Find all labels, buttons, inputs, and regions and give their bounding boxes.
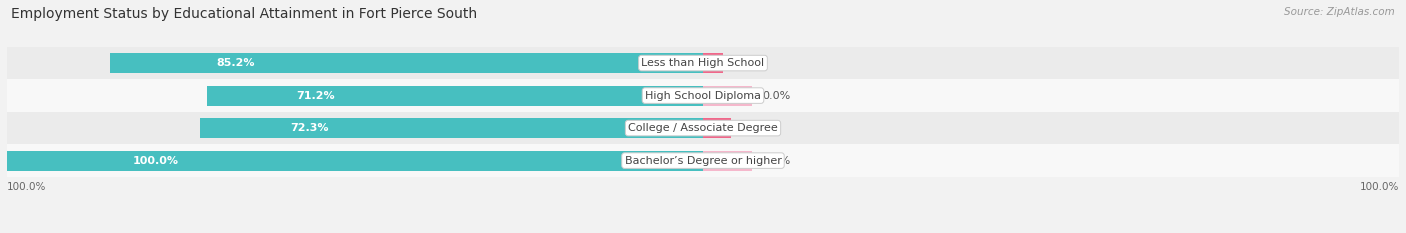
Bar [7, 112, 1399, 144]
Text: 100.0%: 100.0% [132, 156, 179, 166]
Text: 100.0%: 100.0% [7, 182, 46, 192]
Bar [7, 47, 1399, 79]
Bar [7, 79, 1399, 112]
Text: 85.2%: 85.2% [217, 58, 256, 68]
Text: 4.0%: 4.0% [741, 123, 769, 133]
Text: 0.0%: 0.0% [762, 91, 790, 101]
Bar [703, 53, 723, 73]
Text: 72.3%: 72.3% [291, 123, 329, 133]
Bar [110, 53, 703, 73]
Text: 71.2%: 71.2% [297, 91, 335, 101]
Text: 2.9%: 2.9% [734, 58, 762, 68]
Bar [703, 151, 752, 171]
Bar [703, 118, 731, 138]
Text: Less than High School: Less than High School [641, 58, 765, 68]
Bar [208, 86, 703, 106]
Text: High School Diploma: High School Diploma [645, 91, 761, 101]
Bar [703, 86, 752, 106]
Text: 100.0%: 100.0% [1360, 182, 1399, 192]
Text: College / Associate Degree: College / Associate Degree [628, 123, 778, 133]
Text: 0.0%: 0.0% [762, 156, 790, 166]
Text: Bachelor’s Degree or higher: Bachelor’s Degree or higher [624, 156, 782, 166]
Text: Employment Status by Educational Attainment in Fort Pierce South: Employment Status by Educational Attainm… [11, 7, 478, 21]
Bar [7, 151, 703, 171]
Bar [200, 118, 703, 138]
Bar [7, 144, 1399, 177]
Text: Source: ZipAtlas.com: Source: ZipAtlas.com [1284, 7, 1395, 17]
